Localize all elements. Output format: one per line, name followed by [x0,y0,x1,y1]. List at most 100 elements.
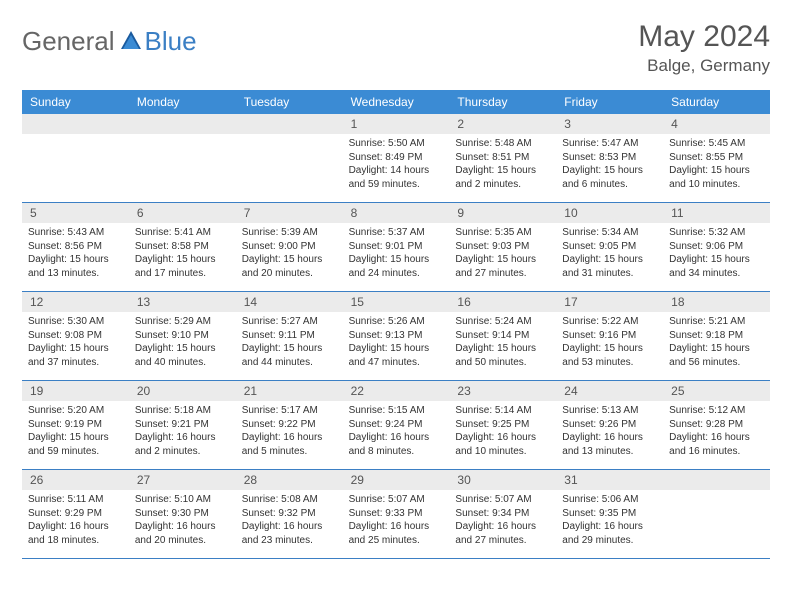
sunrise-text: Sunrise: 5:27 AM [242,315,337,329]
day-cell: 20Sunrise: 5:18 AMSunset: 9:21 PMDayligh… [129,381,236,469]
sunset-text: Sunset: 9:34 PM [455,507,550,521]
day-number: 1 [343,114,450,134]
day-cell: 14Sunrise: 5:27 AMSunset: 9:11 PMDayligh… [236,292,343,380]
day-cell: 26Sunrise: 5:11 AMSunset: 9:29 PMDayligh… [22,470,129,558]
day-number [663,470,770,490]
sunset-text: Sunset: 8:55 PM [669,151,764,165]
day-number: 11 [663,203,770,223]
sunrise-text: Sunrise: 5:41 AM [135,226,230,240]
day-body: Sunrise: 5:22 AMSunset: 9:16 PMDaylight:… [556,312,663,373]
sunset-text: Sunset: 9:11 PM [242,329,337,343]
sunset-text: Sunset: 9:28 PM [669,418,764,432]
daylight-text: Daylight: 16 hours and 23 minutes. [242,520,337,547]
daylight-text: Daylight: 15 hours and 40 minutes. [135,342,230,369]
dayname-mon: Monday [129,90,236,114]
sunrise-text: Sunrise: 5:18 AM [135,404,230,418]
sunset-text: Sunset: 9:29 PM [28,507,123,521]
sunrise-text: Sunrise: 5:11 AM [28,493,123,507]
day-cell: 24Sunrise: 5:13 AMSunset: 9:26 PMDayligh… [556,381,663,469]
day-body: Sunrise: 5:21 AMSunset: 9:18 PMDaylight:… [663,312,770,373]
dayname-sun: Sunday [22,90,129,114]
dayname-sat: Saturday [663,90,770,114]
sunset-text: Sunset: 9:25 PM [455,418,550,432]
day-cell: 17Sunrise: 5:22 AMSunset: 9:16 PMDayligh… [556,292,663,380]
day-cell: 21Sunrise: 5:17 AMSunset: 9:22 PMDayligh… [236,381,343,469]
day-number: 18 [663,292,770,312]
day-body: Sunrise: 5:15 AMSunset: 9:24 PMDaylight:… [343,401,450,462]
day-number: 27 [129,470,236,490]
week-row: 26Sunrise: 5:11 AMSunset: 9:29 PMDayligh… [22,470,770,559]
sunrise-text: Sunrise: 5:30 AM [28,315,123,329]
daylight-text: Daylight: 15 hours and 10 minutes. [669,164,764,191]
dayname-row: Sunday Monday Tuesday Wednesday Thursday… [22,90,770,114]
day-body: Sunrise: 5:14 AMSunset: 9:25 PMDaylight:… [449,401,556,462]
day-cell: 11Sunrise: 5:32 AMSunset: 9:06 PMDayligh… [663,203,770,291]
sunrise-text: Sunrise: 5:37 AM [349,226,444,240]
day-number: 8 [343,203,450,223]
day-body: Sunrise: 5:29 AMSunset: 9:10 PMDaylight:… [129,312,236,373]
sunrise-text: Sunrise: 5:47 AM [562,137,657,151]
day-cell: 28Sunrise: 5:08 AMSunset: 9:32 PMDayligh… [236,470,343,558]
day-body: Sunrise: 5:06 AMSunset: 9:35 PMDaylight:… [556,490,663,551]
logo-sail-icon [119,29,143,54]
sunset-text: Sunset: 9:30 PM [135,507,230,521]
page-title: May 2024 [638,20,770,54]
day-cell: 4Sunrise: 5:45 AMSunset: 8:55 PMDaylight… [663,114,770,202]
daylight-text: Daylight: 16 hours and 5 minutes. [242,431,337,458]
week-row: 5Sunrise: 5:43 AMSunset: 8:56 PMDaylight… [22,203,770,292]
sunset-text: Sunset: 9:32 PM [242,507,337,521]
sunrise-text: Sunrise: 5:22 AM [562,315,657,329]
day-cell: 10Sunrise: 5:34 AMSunset: 9:05 PMDayligh… [556,203,663,291]
day-cell: 31Sunrise: 5:06 AMSunset: 9:35 PMDayligh… [556,470,663,558]
sunrise-text: Sunrise: 5:12 AM [669,404,764,418]
day-number: 23 [449,381,556,401]
daylight-text: Daylight: 15 hours and 37 minutes. [28,342,123,369]
sunset-text: Sunset: 9:24 PM [349,418,444,432]
day-body: Sunrise: 5:30 AMSunset: 9:08 PMDaylight:… [22,312,129,373]
sunrise-text: Sunrise: 5:20 AM [28,404,123,418]
day-cell: 15Sunrise: 5:26 AMSunset: 9:13 PMDayligh… [343,292,450,380]
sunrise-text: Sunrise: 5:10 AM [135,493,230,507]
daylight-text: Daylight: 15 hours and 34 minutes. [669,253,764,280]
day-cell: 13Sunrise: 5:29 AMSunset: 9:10 PMDayligh… [129,292,236,380]
header: General Blue May 2024 Balge, Germany [22,20,770,76]
day-number [236,114,343,134]
sunset-text: Sunset: 9:35 PM [562,507,657,521]
day-cell: 7Sunrise: 5:39 AMSunset: 9:00 PMDaylight… [236,203,343,291]
week-row: 1Sunrise: 5:50 AMSunset: 8:49 PMDaylight… [22,114,770,203]
sunrise-text: Sunrise: 5:32 AM [669,226,764,240]
day-body: Sunrise: 5:07 AMSunset: 9:33 PMDaylight:… [343,490,450,551]
day-cell: 16Sunrise: 5:24 AMSunset: 9:14 PMDayligh… [449,292,556,380]
sunset-text: Sunset: 9:08 PM [28,329,123,343]
daylight-text: Daylight: 15 hours and 6 minutes. [562,164,657,191]
sunrise-text: Sunrise: 5:35 AM [455,226,550,240]
sunset-text: Sunset: 9:10 PM [135,329,230,343]
sunset-text: Sunset: 9:03 PM [455,240,550,254]
calendar: Sunday Monday Tuesday Wednesday Thursday… [22,90,770,559]
day-body: Sunrise: 5:39 AMSunset: 9:00 PMDaylight:… [236,223,343,284]
day-cell: 2Sunrise: 5:48 AMSunset: 8:51 PMDaylight… [449,114,556,202]
daylight-text: Daylight: 16 hours and 10 minutes. [455,431,550,458]
day-body: Sunrise: 5:48 AMSunset: 8:51 PMDaylight:… [449,134,556,195]
sunrise-text: Sunrise: 5:15 AM [349,404,444,418]
sunrise-text: Sunrise: 5:07 AM [455,493,550,507]
sunrise-text: Sunrise: 5:48 AM [455,137,550,151]
sunrise-text: Sunrise: 5:39 AM [242,226,337,240]
daylight-text: Daylight: 15 hours and 59 minutes. [28,431,123,458]
daylight-text: Daylight: 16 hours and 18 minutes. [28,520,123,547]
day-cell [663,470,770,558]
sunrise-text: Sunrise: 5:45 AM [669,137,764,151]
day-body: Sunrise: 5:34 AMSunset: 9:05 PMDaylight:… [556,223,663,284]
day-number: 13 [129,292,236,312]
day-cell [22,114,129,202]
day-body: Sunrise: 5:37 AMSunset: 9:01 PMDaylight:… [343,223,450,284]
logo-text-general: General [22,26,115,57]
day-number: 25 [663,381,770,401]
day-cell: 3Sunrise: 5:47 AMSunset: 8:53 PMDaylight… [556,114,663,202]
day-number: 12 [22,292,129,312]
day-body: Sunrise: 5:20 AMSunset: 9:19 PMDaylight:… [22,401,129,462]
day-number: 22 [343,381,450,401]
day-cell [129,114,236,202]
daylight-text: Daylight: 16 hours and 29 minutes. [562,520,657,547]
day-body: Sunrise: 5:35 AMSunset: 9:03 PMDaylight:… [449,223,556,284]
